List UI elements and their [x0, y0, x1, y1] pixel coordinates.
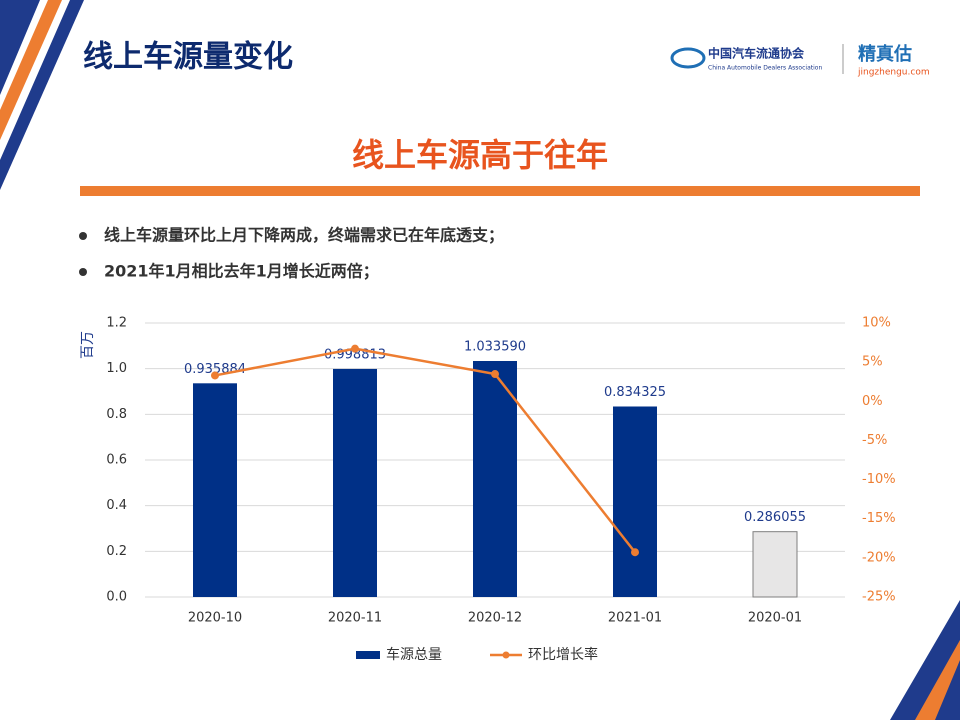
line-point: [491, 370, 499, 379]
y-tick-label: 0.2: [106, 544, 127, 559]
slide-title: 线上车源量变化: [83, 40, 293, 75]
legend-swatch: [356, 651, 380, 659]
y-tick-label: 0.4: [106, 498, 127, 513]
brand: 精真估: [858, 43, 912, 65]
y-tick-label: 0.8: [106, 407, 127, 422]
bar: [473, 360, 517, 597]
y-tick-label: 0.0: [106, 590, 127, 605]
x-tick-label: 2020-11: [328, 611, 382, 626]
y2-tick-label: -20%: [862, 550, 896, 565]
brand-url: jingzhengu.com: [857, 68, 930, 78]
y2-tick-label: -25%: [862, 590, 896, 605]
line-point: [631, 548, 639, 557]
bar: [752, 531, 798, 598]
value-label: 0.834325: [604, 385, 666, 400]
y-axis-label: 百万: [80, 331, 96, 359]
bar: [193, 383, 237, 597]
corner-stripe: [0, 0, 40, 95]
bullet-dot: [79, 232, 87, 240]
y-tick-label: 0.6: [106, 453, 127, 468]
bar: [613, 406, 657, 597]
y2-tick-label: 5%: [862, 355, 883, 370]
logo-icon: [670, 47, 706, 69]
y2-tick-label: -15%: [862, 511, 896, 526]
corner-stripe: [0, 0, 62, 140]
bullet-text: 2021年1月相比去年1月增长近两倍；: [104, 262, 379, 281]
value-label: 1.033590: [464, 339, 526, 354]
line-point: [351, 344, 359, 353]
y2-tick-label: -10%: [862, 472, 896, 487]
legend-label: 环比增长率: [528, 646, 598, 663]
y2-tick-label: -5%: [862, 433, 887, 448]
legend-swatch: [502, 651, 510, 659]
y-tick-label: 1.2: [106, 316, 127, 331]
org-name: 中国汽车流通协会: [708, 46, 805, 61]
bullet-text: 线上车源量环比上月下降两成，终端需求已在年底透支；: [104, 226, 504, 245]
bar: [333, 368, 377, 597]
line: [214, 347, 636, 553]
value-label: 0.286055: [744, 510, 806, 525]
org-name-en: China Automobile Dealers Association: [708, 65, 822, 72]
bullet-dot: [79, 268, 87, 276]
y2-tick-label: 0%: [862, 394, 883, 409]
y2-tick-label: 10%: [862, 316, 891, 331]
subtitle: 线上车源高于往年: [352, 136, 608, 174]
x-tick-label: 2020-10: [188, 611, 242, 626]
corner-stripe: [915, 640, 960, 720]
x-tick-label: 2020-12: [468, 611, 522, 626]
divider: [80, 186, 920, 196]
corner-stripe: [0, 0, 84, 190]
line-point: [211, 371, 219, 380]
x-tick-label: 2021-01: [608, 611, 662, 626]
y-tick-label: 1.0: [106, 361, 127, 376]
legend-label: 车源总量: [386, 646, 442, 663]
x-tick-label: 2020-01: [748, 611, 802, 626]
